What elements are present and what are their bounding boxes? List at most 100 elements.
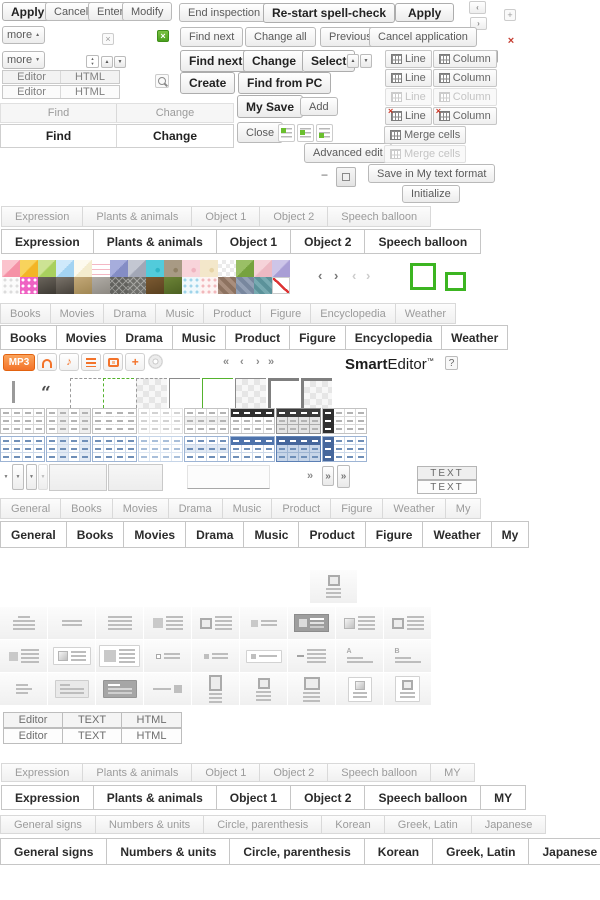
tab-weather[interactable]: Weather bbox=[383, 499, 446, 518]
layout-template-thumb[interactable] bbox=[96, 607, 143, 639]
tab-movies[interactable]: Movies bbox=[51, 304, 105, 323]
tab-general-signs[interactable]: General signs bbox=[1, 839, 108, 864]
tab-change[interactable]: Change bbox=[155, 107, 195, 119]
tab-product[interactable]: Product bbox=[299, 522, 366, 547]
text-mode-button-1[interactable]: TEXT bbox=[417, 466, 477, 480]
tab-drama[interactable]: Drama bbox=[186, 522, 245, 547]
cancel-button[interactable]: Cancel bbox=[45, 2, 98, 21]
palette-swatch[interactable] bbox=[200, 260, 218, 277]
tab-drama[interactable]: Drama bbox=[104, 304, 157, 323]
palette-swatch[interactable] bbox=[20, 260, 38, 277]
tab-circle-parenthesis[interactable]: Circle, parenthesis bbox=[230, 839, 365, 864]
blank-field-1[interactable] bbox=[49, 464, 107, 491]
column-button-2[interactable]: Column bbox=[432, 69, 497, 87]
palette-swatch[interactable] bbox=[74, 277, 92, 294]
layout-template-thumb[interactable] bbox=[48, 673, 95, 705]
tab-numbers-units[interactable]: Numbers & units bbox=[107, 839, 231, 864]
tab-figure[interactable]: Figure bbox=[261, 304, 312, 323]
line-button-1[interactable]: Line bbox=[385, 50, 432, 68]
palette-swatch[interactable] bbox=[236, 260, 254, 277]
border-style-thumb[interactable] bbox=[268, 378, 299, 408]
layout-template-thumb[interactable] bbox=[48, 607, 95, 639]
tab-movies[interactable]: Movies bbox=[113, 499, 169, 518]
nav-first-icon[interactable]: « bbox=[223, 356, 230, 368]
modify-button[interactable]: Modify bbox=[122, 2, 173, 21]
expand-icon[interactable]: » bbox=[307, 470, 314, 482]
table-style-thumb[interactable] bbox=[184, 408, 229, 434]
palette-next-disabled-icon[interactable]: › bbox=[366, 268, 371, 283]
palette-swatch[interactable] bbox=[2, 260, 20, 277]
table-style-thumb[interactable] bbox=[276, 436, 321, 462]
tab-expression[interactable]: Expression bbox=[2, 207, 84, 226]
tab-figure[interactable]: Figure bbox=[331, 499, 384, 518]
table-style-thumb[interactable] bbox=[276, 408, 321, 434]
spinner-updown[interactable]: ▲ ▼ bbox=[86, 55, 99, 68]
tab-movies[interactable]: Movies bbox=[57, 326, 117, 349]
enter-button[interactable]: Enter bbox=[88, 2, 133, 21]
tab-editor[interactable]: Editor bbox=[3, 86, 61, 98]
tab-html[interactable]: HTML bbox=[136, 714, 167, 726]
table-style-thumb[interactable] bbox=[138, 408, 183, 434]
previous-button[interactable]: Previous bbox=[320, 27, 381, 47]
palette-swatch[interactable] bbox=[38, 277, 56, 294]
palette-swatch[interactable] bbox=[254, 277, 272, 294]
tab-weather[interactable]: Weather bbox=[404, 307, 447, 320]
layout-template-thumb[interactable] bbox=[240, 607, 287, 639]
tab-general[interactable]: General bbox=[1, 499, 62, 518]
search-button[interactable] bbox=[155, 74, 169, 88]
find-next-bold-button[interactable]: Find next bbox=[180, 50, 252, 72]
layout-template-thumb[interactable] bbox=[96, 673, 143, 705]
blank-field-3[interactable] bbox=[187, 465, 270, 489]
border-style-thumb[interactable] bbox=[169, 378, 200, 408]
palette-swatch[interactable] bbox=[110, 277, 128, 294]
save-my-text-format-button[interactable]: Save in My text format bbox=[368, 164, 496, 183]
apply-button-2[interactable]: Apply bbox=[395, 3, 455, 22]
tab-speech-balloon[interactable]: Speech balloon bbox=[378, 234, 468, 249]
tab-object-2[interactable]: Object 2 bbox=[291, 786, 366, 809]
palette-swatch[interactable] bbox=[164, 277, 182, 294]
change-bold-button[interactable]: Change bbox=[243, 50, 306, 72]
border-style-thumb[interactable] bbox=[235, 378, 266, 408]
dropdown-button-4[interactable]: ▼ bbox=[38, 464, 48, 490]
layout-template-thumb[interactable] bbox=[288, 607, 335, 639]
tab-figure[interactable]: Figure bbox=[290, 326, 346, 349]
palette-swatch[interactable] bbox=[254, 260, 272, 277]
tab-numbers-units[interactable]: Numbers & units bbox=[96, 816, 205, 833]
minus-icon[interactable]: − bbox=[321, 168, 329, 182]
palette-swatch[interactable] bbox=[20, 277, 38, 294]
spin-down-button-2[interactable]: ▼ bbox=[360, 54, 372, 68]
align-image-button-1[interactable] bbox=[278, 124, 295, 142]
tv-button[interactable] bbox=[103, 353, 123, 371]
palette-prev-disabled-icon[interactable]: ‹ bbox=[352, 268, 357, 283]
selection-frame-small[interactable] bbox=[445, 272, 466, 291]
tab-html[interactable]: HTML bbox=[75, 71, 105, 83]
my-save-button[interactable]: My Save bbox=[237, 95, 304, 118]
music-note-button[interactable]: ♪ bbox=[59, 353, 79, 371]
merge-cells-button[interactable]: Merge cells bbox=[384, 126, 467, 144]
end-inspection-button[interactable]: End inspection bbox=[179, 3, 270, 22]
find-next-button[interactable]: Find next bbox=[180, 27, 244, 47]
layout-template-thumb[interactable] bbox=[288, 640, 335, 672]
page-prev-button[interactable]: ‹ bbox=[469, 1, 486, 14]
resize-handle-button[interactable] bbox=[336, 167, 356, 187]
column-button-disabled[interactable]: Column bbox=[432, 88, 497, 106]
add-button[interactable]: Add bbox=[300, 97, 338, 116]
initialize-button[interactable]: Initialize bbox=[402, 185, 460, 203]
close-red-icon[interactable]: × bbox=[507, 34, 515, 47]
tab-html[interactable]: HTML bbox=[75, 86, 105, 98]
dropdown-button-3[interactable]: ▼ bbox=[26, 464, 37, 490]
tab-object-1[interactable]: Object 1 bbox=[217, 786, 292, 809]
more-down-button[interactable]: more ▼ bbox=[2, 51, 45, 69]
mp3-button[interactable]: MP3 bbox=[3, 354, 35, 371]
tab-find[interactable]: Find bbox=[1, 104, 117, 122]
advanced-edit-button[interactable]: Advanced edit bbox=[304, 143, 392, 163]
tab-change[interactable]: Change bbox=[152, 129, 197, 143]
palette-swatch[interactable] bbox=[110, 260, 128, 277]
tab-object-1[interactable]: Object 1 bbox=[192, 764, 261, 781]
more-up-button[interactable]: more ▲ bbox=[2, 26, 45, 44]
tab-editor[interactable]: Editor bbox=[4, 729, 63, 743]
cancel-application-button[interactable]: Cancel application bbox=[369, 27, 477, 47]
layout-template-thumb-single[interactable] bbox=[310, 570, 357, 603]
delete-line-button[interactable]: Line bbox=[385, 106, 432, 125]
palette-swatch[interactable] bbox=[146, 277, 164, 294]
